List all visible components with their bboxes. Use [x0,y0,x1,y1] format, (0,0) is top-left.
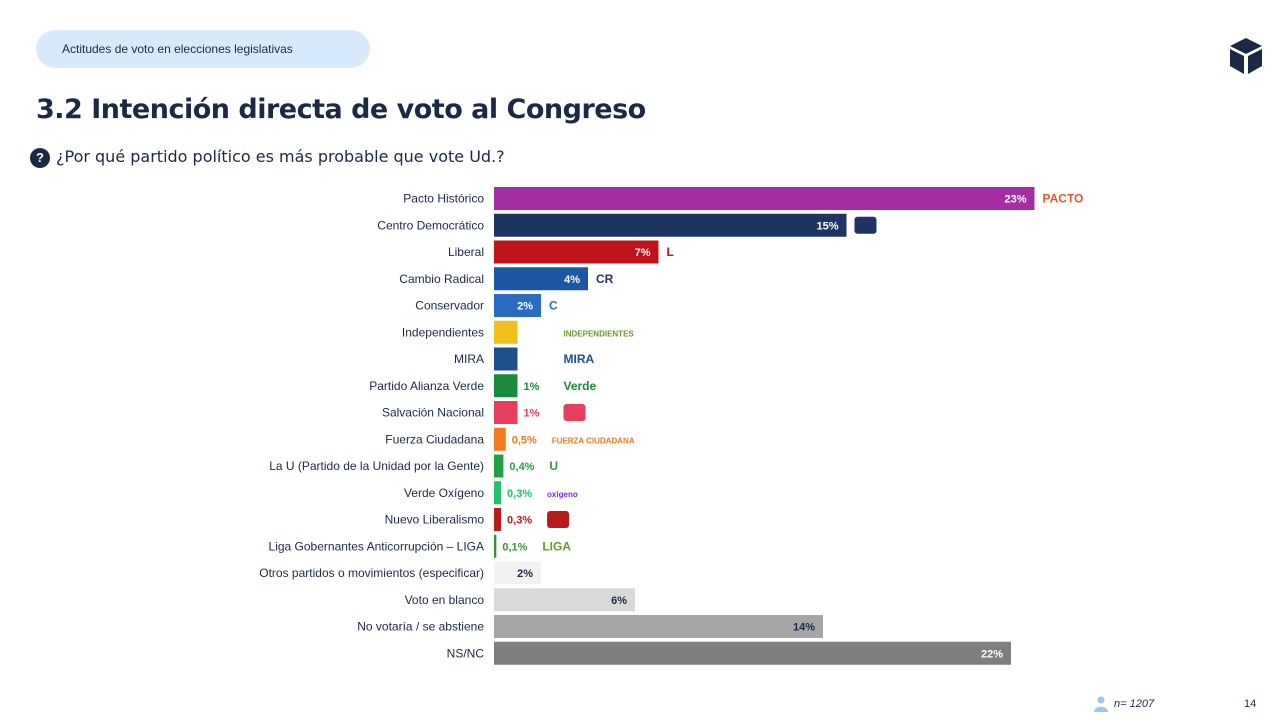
party-logo-icon: MIRA [564,352,595,366]
category-label: La U (Partido de la Unidad por la Gente) [269,459,484,473]
category-label: Nuevo Liberalismo [385,513,485,527]
category-label: Liga Gobernantes Anticorrupción – LIGA [269,539,484,553]
party-logo-icon [854,216,877,234]
value-label: 0,3% [507,515,532,527]
category-label: Pacto Histórico [403,192,484,206]
party-logo-mark [547,511,570,528]
value-label: 2% [517,301,533,313]
page-title: 3.2 Intención directa de voto al Congres… [36,94,646,125]
bar [494,267,588,291]
bar [494,481,502,505]
party-logo-mark [854,216,877,234]
party-logo-text: oxigeno [547,490,578,499]
category-label: MIRA [454,352,484,366]
category-label: Cambio Radical [399,272,484,286]
value-label: 22% [981,648,1003,660]
bar [494,561,541,585]
bar [494,534,497,558]
sample-size: n= 1207 [1114,698,1155,710]
bar [494,508,502,531]
bar [494,213,847,237]
category-label: Independientes [402,325,484,339]
party-logo-icon [547,511,570,528]
party-logo-icon: oxigeno [547,490,578,499]
value-label: 7% [635,247,651,259]
category-label: NS/NC [447,646,485,660]
category-label: Salvación Nacional [382,406,484,420]
value-label: 0,1% [502,541,527,553]
category-label: Partido Alianza Verde [369,379,484,393]
party-logo-icon: Verde [564,379,597,393]
party-logo-icon [563,404,586,421]
party-logo-icon: U [549,459,558,473]
category-label: Fuerza Ciudadana [385,432,484,446]
party-logo-icon: L [667,245,674,259]
party-logo-text: INDEPENDIENTES [564,329,635,338]
value-label: 2% [517,568,533,580]
bar-chart: Pacto Histórico 23% PACTO Centro Democrátic… [259,187,1084,665]
bar [494,427,506,451]
value-label: 1% [524,381,540,393]
value-label: 6% [611,595,627,607]
value-label: 1% [524,408,540,420]
bar [494,347,518,371]
party-logo-text: C [549,299,558,313]
party-logo-icon: LIGA [542,539,571,553]
category-label: Liberal [448,245,484,259]
bar [494,187,1035,210]
question-text: ¿Por qué partido político es más probabl… [56,147,505,166]
value-label: 4% [564,274,580,286]
category-label: Verde Oxígeno [404,486,484,500]
bar [494,240,659,264]
party-logo-icon: C [549,299,558,313]
party-logo-text: MIRA [564,352,595,366]
party-logo-text: PACTO [1043,192,1084,206]
party-logo-text: Verde [564,379,597,393]
party-logo-icon: FUERZA CIUDADANA [552,436,635,445]
category-label: Otros partidos o movimientos (especifica… [259,566,484,580]
bar [494,454,504,478]
party-logo-icon: INDEPENDIENTES [564,329,635,338]
party-logo-text: L [667,245,674,259]
party-logo-icon: CR [596,272,614,286]
page-number: 14 [1244,698,1257,710]
value-label: 1% [524,354,540,366]
value-label: 0,3% [507,488,532,500]
bar [494,320,518,344]
value-label: 0,4% [509,461,534,473]
party-logo-text: LIGA [542,539,571,553]
bar [494,294,541,317]
party-logo-text: U [549,459,558,473]
bar [494,401,518,424]
value-label: 23% [1004,194,1026,206]
category-label: Conservador [415,299,484,313]
category-label: Centro Democrático [377,218,484,232]
bar [494,374,518,398]
bar [494,641,1011,665]
value-label: 14% [793,622,815,634]
category-label: No votaría / se abstiene [357,620,484,634]
party-logo-icon: PACTO [1043,192,1084,206]
value-label: 15% [816,220,838,232]
value-label: 1% [524,327,540,339]
bar [494,588,635,612]
category-label: Voto en blanco [405,593,485,607]
section-pill: Actitudes de voto en elecciones legislat… [36,30,370,68]
value-label: 0,5% [512,434,537,446]
cube-icon [1230,38,1262,74]
party-logo-text: CR [596,272,614,286]
party-logo-text: FUERZA CIUDADANA [552,436,635,445]
question-circle-icon: ? [30,148,50,168]
person-icon [1094,696,1108,712]
party-logo-mark [563,404,586,421]
bar [494,615,823,638]
